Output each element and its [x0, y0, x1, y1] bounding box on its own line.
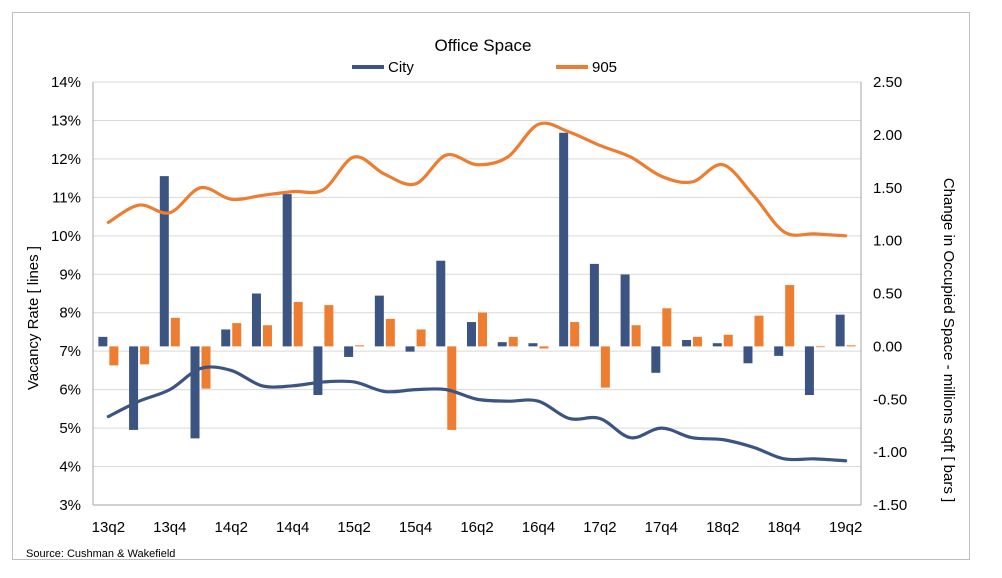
bar-city [313, 346, 323, 396]
bar-city [159, 176, 169, 347]
x-tick-label: 15q4 [399, 519, 432, 536]
bar-905 [385, 318, 395, 347]
bar-905 [815, 346, 825, 348]
y-axis-right-title: Change in Occupied Space - millions sqft… [940, 178, 957, 502]
x-tick-label: 16q2 [460, 519, 493, 536]
x-tick-label: 13q4 [153, 519, 186, 536]
bar-905 [693, 336, 703, 347]
bar-city [712, 343, 722, 347]
bar-city [282, 194, 292, 347]
bar-905 [600, 346, 610, 388]
x-tick-label: 17q4 [645, 519, 678, 536]
bar-905 [478, 312, 487, 347]
line-city [106, 365, 848, 463]
y-axis-left-title: Vacancy Rate [ lines ] [25, 246, 42, 390]
bar-905 [262, 325, 272, 347]
bar-city [436, 260, 446, 347]
bar-city [589, 263, 599, 347]
bar-905 [662, 308, 672, 347]
y-tick-label-left: 13% [51, 112, 81, 129]
bar-905 [785, 285, 795, 347]
source-note: Source: Cushman & Wakefield [26, 548, 176, 560]
y-tick-label-left: 6% [59, 382, 81, 399]
line-905 [106, 121, 848, 238]
x-tick-label: 18q2 [706, 519, 739, 536]
x-tick-label: 13q2 [92, 519, 125, 536]
bar-905 [109, 346, 119, 366]
y-tick-label-left: 7% [59, 343, 81, 360]
x-tick-label: 14q4 [276, 519, 309, 536]
bar-city [620, 274, 630, 347]
bar-905 [293, 301, 303, 347]
bar-city [374, 295, 384, 347]
y-tick-label-left: 5% [59, 420, 81, 437]
x-tick-label: 16q4 [522, 519, 555, 536]
gridlines [93, 81, 861, 506]
bar-city [467, 322, 476, 347]
bar-905 [570, 322, 580, 347]
bar-city [344, 346, 354, 357]
bar-905 [324, 305, 334, 347]
y-tick-label-left: 9% [59, 266, 81, 283]
bar-905 [754, 315, 764, 347]
x-tick-label: 18q4 [768, 519, 801, 536]
bar-city [528, 343, 538, 347]
x-tick-label: 19q2 [829, 519, 862, 536]
x-tick-label: 17q2 [583, 519, 616, 536]
bar-city [129, 346, 139, 430]
bar-905 [170, 317, 180, 347]
bar-905 [539, 346, 549, 349]
legend-label-city: City [388, 59, 414, 76]
y-tick-label-left: 4% [59, 459, 81, 476]
bar-city [190, 346, 200, 439]
bar-city [804, 346, 814, 396]
legend-label-905: 905 [592, 59, 617, 76]
bar-city [559, 132, 569, 347]
y-tick-label-right: -1.50 [873, 497, 907, 514]
bar-905 [447, 346, 457, 430]
bar-city [405, 346, 415, 352]
y-tick-label-left: 14% [51, 74, 81, 91]
bar-905 [631, 325, 641, 347]
bar-905 [416, 329, 426, 347]
bar-city [651, 346, 661, 373]
y-tick-label-right: -1.00 [873, 444, 907, 461]
bar-905 [508, 336, 518, 347]
y-tick-label-right: 2.00 [873, 127, 902, 144]
chart-title: Office Space [434, 36, 531, 55]
bar-city [98, 336, 108, 347]
x-tick-label: 14q2 [215, 519, 248, 536]
bar-city [835, 314, 845, 347]
bar-series [98, 132, 856, 439]
y-tick-label-right: 2.50 [873, 74, 902, 91]
bar-905 [140, 346, 150, 365]
bar-city [221, 329, 231, 347]
y-tick-label-left: 12% [51, 151, 81, 168]
y-tick-label-left: 11% [52, 189, 81, 206]
y-tick-label-right: 1.00 [873, 233, 902, 250]
y-tick-label-right: 0.50 [873, 286, 902, 303]
bar-905 [846, 345, 856, 347]
bar-city [251, 293, 261, 347]
y-tick-label-left: 3% [59, 497, 81, 514]
bar-905 [232, 323, 242, 347]
y-tick-label-right: 0.00 [873, 338, 902, 355]
axes: 3% 4% 5% 6% 7% 8% 9% 10% 11% 12% 13% 14% -1.50 -1.00 -… [51, 74, 907, 536]
bar-city [743, 346, 753, 364]
bar-city [774, 346, 784, 356]
y-tick-label-right: -0.50 [873, 391, 907, 408]
chart-frame [12, 12, 970, 560]
bar-905 [723, 334, 733, 347]
y-tick-label-left: 10% [51, 228, 81, 245]
line-series [106, 121, 848, 463]
bar-city [682, 340, 692, 347]
bar-city [497, 342, 507, 347]
y-tick-label-left: 8% [59, 305, 81, 322]
x-tick-label: 15q2 [337, 519, 370, 536]
y-tick-label-right: 1.50 [873, 180, 902, 197]
bar-905 [355, 345, 365, 347]
legend: City 905 [352, 59, 617, 76]
